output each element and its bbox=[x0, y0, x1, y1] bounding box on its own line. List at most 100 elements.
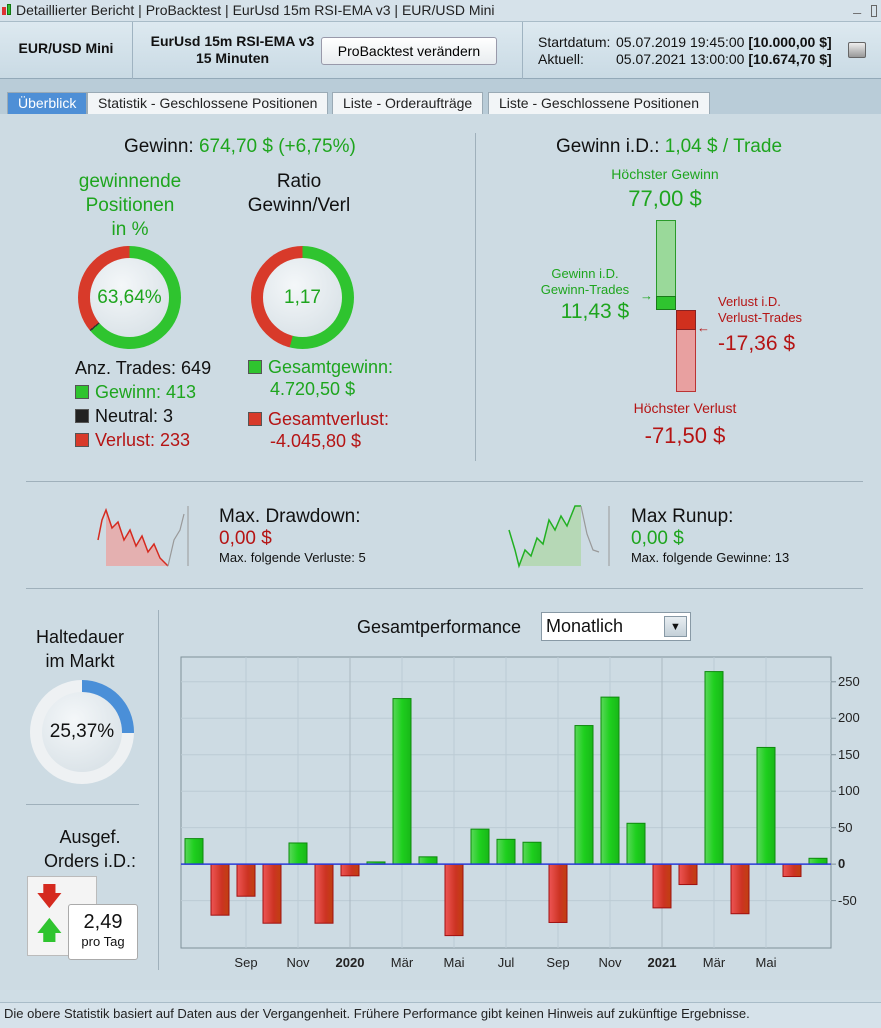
holding-value: 25,37% bbox=[42, 692, 122, 772]
label-line: in % bbox=[111, 219, 149, 240]
x-tick-label: Mai bbox=[443, 955, 465, 970]
avg-win-bar bbox=[656, 296, 676, 310]
totals: Gesamtgewinn: 4.720,50 $ Gesamtverlust: … bbox=[248, 356, 393, 452]
chevron-down-icon[interactable]: ▼ bbox=[664, 616, 687, 637]
bar-dez-2019 bbox=[314, 863, 334, 924]
divider bbox=[26, 481, 863, 482]
max-loss-value: -71,50 $ bbox=[644, 423, 726, 448]
tab-statistics-closed[interactable]: Statistik - Geschlossene Positionen bbox=[87, 92, 329, 114]
bar-jul-2020 bbox=[496, 838, 516, 865]
loss-trades: Verlust: 233 bbox=[95, 430, 191, 450]
neutral-trades: Neutral: 3 bbox=[95, 406, 174, 426]
total-gain: 4.720,50 $ bbox=[270, 379, 356, 399]
minimize-button[interactable]: _ bbox=[853, 0, 861, 14]
x-tick-label: Mär bbox=[390, 955, 414, 970]
y-tick-label: 150 bbox=[838, 746, 860, 762]
bar-aug-2019 bbox=[210, 863, 230, 916]
runup-block: Max Runup: 0,00 $ Max. folgende Gewinne:… bbox=[631, 506, 789, 565]
green-square-icon bbox=[248, 360, 262, 374]
drawdown-label: Max. Drawdown: bbox=[219, 506, 361, 527]
y-tick-label: 250 bbox=[838, 673, 860, 689]
maximize-button[interactable] bbox=[871, 5, 877, 17]
max-loss-label: Höchster Verlust bbox=[633, 400, 737, 416]
avg-gain-summary: Gewinn i.D.: 1,04 $ / Trade bbox=[556, 136, 782, 158]
title-bar: Detaillierter Bericht | ProBacktest | Eu… bbox=[0, 0, 881, 22]
trade-counts: Anz. Trades: 649 Gewinn: 413 Neutral: 3 … bbox=[75, 356, 211, 452]
tab-closed-positions-list[interactable]: Liste - Geschlossene Positionen bbox=[488, 92, 710, 114]
runup-sparkline-icon bbox=[508, 505, 610, 569]
tab-bar: Überblick Statistik - Geschlossene Posit… bbox=[0, 79, 881, 114]
bar-okt-2019 bbox=[262, 863, 282, 924]
orders-unit: pro Tag bbox=[81, 934, 125, 949]
drawdown-value: 0,00 $ bbox=[219, 528, 272, 549]
disclaimer: Die obere Statistik basiert auf Daten au… bbox=[0, 1002, 881, 1028]
green-square-icon bbox=[75, 385, 89, 399]
runup-value: 0,00 $ bbox=[631, 528, 684, 549]
gain-summary: Gewinn: 674,70 $ (+6,75%) bbox=[124, 136, 356, 158]
avg-gain-label: Gewinn i.D.: bbox=[556, 136, 660, 157]
gain-label: Gewinn: bbox=[124, 136, 194, 157]
arrow-right-icon: → bbox=[640, 288, 653, 303]
ratio-label: Ratio Gewinn/Verl bbox=[240, 170, 358, 218]
bar-mär-2021 bbox=[704, 671, 724, 865]
bar-okt-2020 bbox=[574, 725, 594, 865]
bar-jun-2021 bbox=[782, 863, 802, 878]
label-line: im Markt bbox=[45, 651, 115, 671]
bar-jul-2021 bbox=[808, 857, 828, 865]
bar-jul-2019 bbox=[184, 838, 204, 865]
avg-win-value: 11,43 $ bbox=[560, 300, 630, 323]
runup-label: Max Runup: bbox=[631, 506, 734, 527]
bar-aug-2020 bbox=[522, 841, 542, 865]
timeframe: 15 Minuten bbox=[195, 50, 270, 66]
divider bbox=[475, 133, 476, 461]
x-tick-label: Mär bbox=[702, 955, 726, 970]
bar-mai-2021 bbox=[756, 746, 776, 865]
x-tick-label: Sep bbox=[234, 955, 258, 970]
tab-overview[interactable]: Überblick bbox=[7, 92, 88, 114]
orders-label: Ausgef. Orders i.D.: bbox=[20, 825, 160, 873]
divider bbox=[158, 610, 159, 970]
x-tick-label: Sep bbox=[546, 955, 570, 970]
tab-orders-list[interactable]: Liste - Orderaufträge bbox=[332, 92, 484, 114]
label-line: Haltedauer bbox=[35, 627, 125, 647]
instrument-name: EUR/USD Mini bbox=[18, 40, 114, 56]
y-tick-label: 200 bbox=[838, 710, 860, 726]
print-icon[interactable] bbox=[848, 42, 866, 58]
bar-apr-2021 bbox=[730, 863, 750, 915]
x-tick-label: Nov bbox=[286, 955, 310, 970]
drawdown-sub: Max. folgende Verluste: 5 bbox=[219, 550, 366, 565]
avg-loss-label: Verlust i.D. Verlust-Trades bbox=[718, 294, 802, 326]
x-tick-label: 2020 bbox=[335, 955, 365, 970]
period-select[interactable]: Monatlich ▼ bbox=[541, 612, 691, 641]
trades-total: Anz. Trades: 649 bbox=[75, 358, 212, 378]
divider bbox=[26, 804, 139, 805]
drawdown-block: Max. Drawdown: 0,00 $ Max. folgende Verl… bbox=[219, 506, 366, 565]
runup-sub: Max. folgende Gewinne: 13 bbox=[631, 550, 790, 565]
label-line: Positionen bbox=[85, 195, 175, 216]
y-tick-label: -50 bbox=[838, 892, 857, 908]
bar-jan-2020 bbox=[340, 863, 360, 877]
orders-doc-icon: 🡇 🡅 bbox=[27, 876, 97, 956]
orders-value: 2,49 bbox=[83, 911, 123, 933]
x-tick-label: Jul bbox=[497, 955, 515, 970]
label-line: Gewinn i.D. bbox=[551, 266, 619, 281]
start-date: 05.07.2019 19:45:00 bbox=[616, 34, 745, 50]
bar-jun-2020 bbox=[470, 828, 490, 865]
label-line: Orders i.D.: bbox=[43, 851, 136, 871]
label-line: Ratio bbox=[276, 171, 322, 192]
strategy-info: EurUsd 15m RSI-EMA v3 15 Minuten bbox=[140, 33, 325, 67]
edit-probacktest-button[interactable]: ProBacktest verändern bbox=[321, 37, 497, 65]
avg-win-label: Gewinn i.D. Gewinn-Trades bbox=[530, 266, 640, 298]
x-tick-label: Nov bbox=[598, 955, 622, 970]
header: EUR/USD Mini EurUsd 15m RSI-EMA v3 15 Mi… bbox=[0, 22, 881, 79]
current-date: 05.07.2021 13:00:00 bbox=[616, 51, 745, 67]
breadcrumb-probacktest: ProBacktest bbox=[145, 2, 222, 18]
total-gain-label: Gesamtgewinn: bbox=[268, 357, 394, 377]
current-label: Aktuell: bbox=[538, 51, 584, 67]
win-trades: Gewinn: 413 bbox=[95, 382, 197, 402]
win-percent-value: 63,64% bbox=[90, 258, 169, 337]
label-line: gewinnende bbox=[78, 171, 182, 192]
current-capital: [10.674,70 $] bbox=[748, 51, 832, 67]
date-info: Startdatum: 05.07.2019 19:45:00 [10.000,0… bbox=[538, 34, 832, 68]
ratio-donut: 1,17 bbox=[251, 246, 354, 349]
